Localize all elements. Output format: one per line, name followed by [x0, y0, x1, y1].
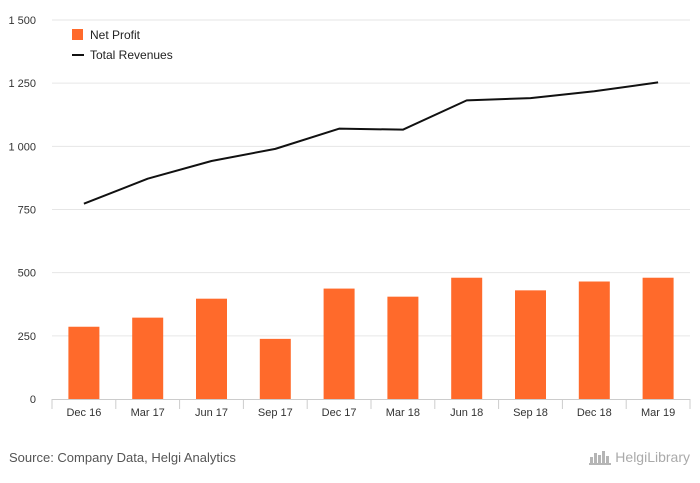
net-profit-bar: [578, 281, 610, 399]
total-revenues-line: [83, 81, 659, 205]
net-profit-bars: [68, 277, 674, 399]
logo-text: HelgiLibrary: [615, 449, 690, 465]
x-tick-label: Sep 18: [513, 407, 548, 419]
y-tick-label: 1 000: [8, 141, 36, 153]
y-tick-label: 1 250: [8, 78, 36, 90]
y-tick-label: 750: [18, 205, 36, 217]
net-profit-bar: [68, 326, 100, 399]
net-profit-bar: [387, 296, 419, 399]
legend: Net Profit Total Revenues: [72, 28, 173, 62]
y-tick-label: 500: [18, 268, 36, 280]
net-profit-bar: [132, 317, 164, 399]
x-tick-label: Dec 16: [66, 407, 101, 419]
x-tick-label: Mar 17: [131, 407, 165, 419]
x-axis: Dec 16 Mar 17 Jun 17 Sep 17 Dec 17 Mar 18 Jun …: [51, 399, 691, 419]
net-profit-bar: [259, 338, 291, 399]
x-tick-label: Jun 17: [195, 407, 228, 419]
y-axis: 0 250 500 750 1 000 1 250 1 500: [8, 15, 36, 406]
net-profit-bar: [642, 277, 674, 399]
legend-swatch-net-profit: [72, 29, 83, 40]
net-profit-bar: [515, 290, 546, 399]
x-tick-label: Mar 18: [386, 407, 420, 419]
legend-label-total-revenues: Total Revenues: [90, 48, 173, 62]
net-profit-bar: [196, 298, 227, 399]
x-tick-label: Dec 17: [322, 407, 357, 419]
y-tick-label: 1 500: [8, 15, 36, 27]
net-profit-bar: [323, 288, 355, 399]
y-tick-label: 250: [18, 331, 36, 343]
x-tick-label: Jun 18: [450, 407, 483, 419]
y-tick-label: 0: [30, 394, 36, 406]
helgi-library-logo: HelgiLibrary: [589, 449, 690, 465]
total-revenues-line-group: [83, 81, 659, 205]
legend-label-net-profit: Net Profit: [90, 28, 141, 42]
net-profit-bar: [451, 277, 483, 399]
x-tick-label: Sep 17: [258, 407, 293, 419]
x-tick-label: Dec 18: [577, 407, 612, 419]
source-note: Source: Company Data, Helgi Analytics: [9, 450, 236, 465]
city-skyline-icon: [589, 451, 612, 465]
x-tick-label: Mar 19: [641, 407, 675, 419]
